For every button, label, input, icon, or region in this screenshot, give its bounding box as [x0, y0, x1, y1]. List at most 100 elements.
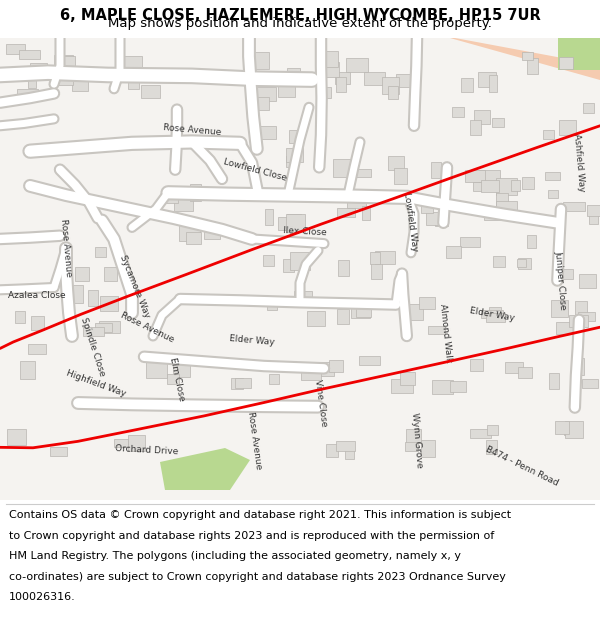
Bar	[518, 367, 532, 378]
Bar	[114, 439, 128, 448]
Bar	[572, 357, 584, 375]
Bar	[148, 72, 164, 81]
Bar	[490, 307, 501, 318]
Bar	[250, 51, 269, 69]
Text: Rose Avenue: Rose Avenue	[163, 123, 221, 138]
Bar	[551, 300, 568, 316]
Text: co-ordinates) are subject to Crown copyright and database rights 2023 Ordnance S: co-ordinates) are subject to Crown copyr…	[9, 572, 506, 582]
Text: Orchard Drive: Orchard Drive	[115, 444, 179, 457]
Bar	[99, 321, 120, 333]
Bar	[186, 231, 201, 244]
Bar	[283, 259, 294, 272]
Bar	[522, 177, 534, 189]
Bar	[407, 304, 423, 319]
Bar	[71, 78, 88, 91]
Bar	[286, 156, 296, 167]
Bar	[565, 421, 583, 438]
Bar	[256, 126, 277, 139]
Bar	[481, 310, 503, 319]
Bar	[269, 374, 280, 384]
Bar	[290, 253, 310, 269]
Bar	[583, 103, 594, 114]
Bar	[474, 109, 490, 124]
Bar	[314, 362, 334, 376]
Bar	[569, 315, 588, 327]
Bar	[487, 425, 497, 436]
Bar	[554, 421, 569, 434]
Bar	[141, 85, 160, 98]
Bar	[371, 263, 382, 279]
Bar	[452, 107, 464, 118]
Bar	[255, 88, 276, 101]
Text: HM Land Registry. The polygons (including the associated geometry, namely x, y: HM Land Registry. The polygons (includin…	[9, 551, 461, 561]
Bar	[400, 372, 415, 385]
Bar	[28, 79, 36, 88]
Bar	[559, 57, 574, 69]
Text: Juniper Close: Juniper Close	[554, 251, 568, 311]
Bar	[329, 361, 343, 372]
Bar	[396, 74, 413, 87]
Bar	[232, 378, 244, 389]
Bar	[589, 213, 598, 224]
Bar	[549, 373, 559, 389]
Bar	[334, 159, 353, 177]
Bar	[54, 55, 73, 72]
Bar	[286, 148, 302, 162]
Bar	[19, 50, 40, 59]
Bar	[28, 344, 46, 354]
Bar	[278, 86, 295, 98]
Bar	[286, 214, 305, 232]
Bar	[489, 75, 497, 92]
Bar	[104, 267, 117, 281]
Text: Map shows position and indicative extent of the property.: Map shows position and indicative extent…	[108, 17, 492, 29]
Bar	[527, 58, 538, 74]
Bar	[337, 208, 355, 217]
Bar	[347, 193, 366, 208]
Bar	[263, 255, 274, 266]
Text: Lowfield Way: Lowfield Way	[403, 192, 419, 252]
Bar	[428, 326, 445, 334]
Bar	[446, 246, 461, 258]
Bar	[492, 118, 504, 127]
Bar	[579, 274, 596, 288]
Bar	[391, 379, 413, 393]
Bar	[370, 252, 380, 264]
Bar	[481, 180, 499, 192]
Bar	[7, 429, 26, 445]
Bar	[61, 56, 74, 72]
Bar	[435, 214, 448, 226]
Bar	[460, 237, 480, 247]
Bar	[346, 58, 368, 72]
Bar	[461, 78, 473, 92]
Bar	[83, 328, 104, 336]
Text: 6, MAPLE CLOSE, HAZLEMERE, HIGH WYCOMBE, HP15 7UR: 6, MAPLE CLOSE, HAZLEMERE, HIGH WYCOMBE,…	[59, 8, 541, 23]
Bar	[166, 187, 178, 203]
Text: Contains OS data © Crown copyright and database right 2021. This information is : Contains OS data © Crown copyright and d…	[9, 510, 511, 520]
Bar	[518, 258, 531, 269]
Bar	[336, 78, 346, 92]
Bar	[542, 130, 554, 139]
Bar	[521, 52, 533, 61]
Bar	[337, 309, 349, 324]
Bar	[123, 56, 142, 73]
Bar	[289, 129, 299, 142]
Bar	[465, 170, 485, 181]
Bar	[484, 211, 505, 221]
Text: Wynn Grove: Wynn Grove	[410, 412, 424, 468]
Bar	[421, 198, 433, 213]
Bar	[575, 301, 587, 316]
Bar	[287, 214, 301, 231]
Bar	[278, 217, 297, 230]
Bar	[486, 441, 497, 454]
Bar	[432, 380, 454, 394]
Bar	[338, 260, 349, 276]
Bar	[473, 182, 487, 191]
Bar	[50, 447, 67, 456]
Bar	[405, 441, 418, 451]
Bar	[15, 311, 25, 323]
Bar	[545, 172, 560, 179]
Bar	[190, 184, 201, 201]
Bar	[128, 78, 139, 89]
Bar	[179, 226, 200, 241]
Polygon shape	[160, 448, 250, 490]
